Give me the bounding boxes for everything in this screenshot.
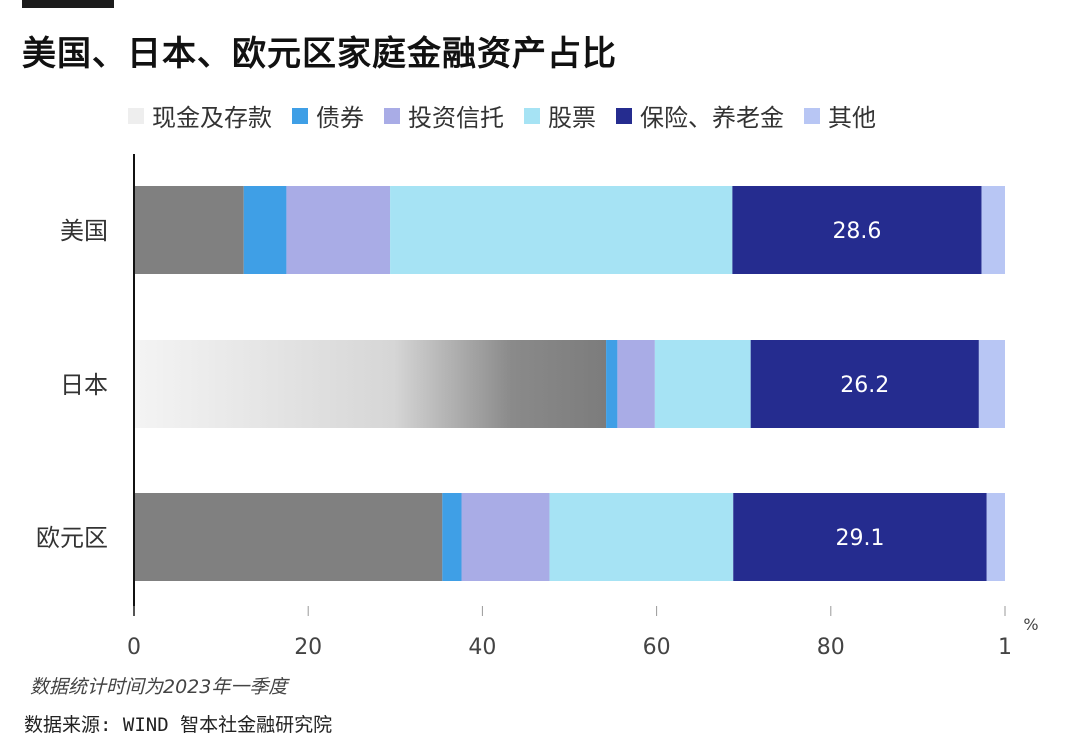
- data-label: 28.6: [832, 219, 881, 244]
- bar-segment: [390, 186, 733, 274]
- data-label: 29.1: [835, 526, 884, 551]
- legend-label: 债券: [316, 104, 364, 132]
- period-footnote: 数据统计时间为2023年一季度: [30, 676, 288, 698]
- legend-label: 现金及存款: [152, 104, 272, 132]
- legend: 现金及存款 债券 投资信托 股票 保险、养老金 其他: [128, 98, 896, 133]
- bar-segment: [750, 340, 979, 428]
- legend-label: 投资信托: [408, 104, 504, 132]
- category-label: 欧元区: [36, 524, 108, 552]
- legend-item: 股票: [524, 98, 596, 133]
- category-label: 美国: [60, 217, 108, 245]
- legend-item: 保险、养老金: [616, 98, 784, 133]
- bar-segment: [134, 186, 244, 274]
- legend-label: 股票: [548, 104, 596, 132]
- title-accent-bar: [22, 0, 114, 8]
- bar-segment: [733, 493, 987, 581]
- bar-segment: [986, 493, 1005, 581]
- bar-segment: [286, 186, 391, 274]
- x-tick-label: 80: [817, 635, 845, 660]
- legend-item: 现金及存款: [128, 98, 272, 133]
- legend-swatch: [804, 107, 820, 124]
- legend-item: 其他: [804, 98, 876, 133]
- x-tick-label: 60: [643, 635, 671, 660]
- legend-item: 投资信托: [384, 98, 504, 133]
- chart-title: 美国、日本、欧元区家庭金融资产占比: [22, 34, 617, 74]
- legend-swatch: [384, 107, 400, 124]
- bar-segment: [134, 340, 607, 428]
- legend-label: 其他: [828, 104, 876, 132]
- bar-segment: [243, 186, 287, 274]
- legend-item: 债券: [292, 98, 364, 133]
- bar-segment: [617, 340, 655, 428]
- bar-segment: [606, 340, 618, 428]
- legend-swatch: [616, 107, 632, 124]
- category-label: 日本: [60, 371, 108, 399]
- legend-swatch: [292, 107, 308, 124]
- bar-segment: [654, 340, 751, 428]
- bar-segment: [981, 186, 1005, 274]
- bar-segment: [732, 186, 982, 274]
- x-tick-label: 0: [127, 635, 141, 660]
- bar-segment: [978, 340, 1005, 428]
- data-label: 26.2: [840, 373, 889, 398]
- legend-label: 保险、养老金: [640, 104, 784, 132]
- source-footnote: 数据来源: WIND 智本社金融研究院: [24, 714, 333, 736]
- bar-segment: [134, 493, 443, 581]
- bar-segment: [461, 493, 550, 581]
- x-tick-label: 1: [998, 635, 1012, 660]
- x-axis-unit: %: [1023, 615, 1038, 634]
- legend-swatch: [524, 107, 540, 124]
- x-tick-label: 40: [468, 635, 496, 660]
- legend-swatch: [128, 107, 144, 124]
- bar-segment: [549, 493, 734, 581]
- bar-segment: [442, 493, 462, 581]
- x-tick-label: 20: [294, 635, 322, 660]
